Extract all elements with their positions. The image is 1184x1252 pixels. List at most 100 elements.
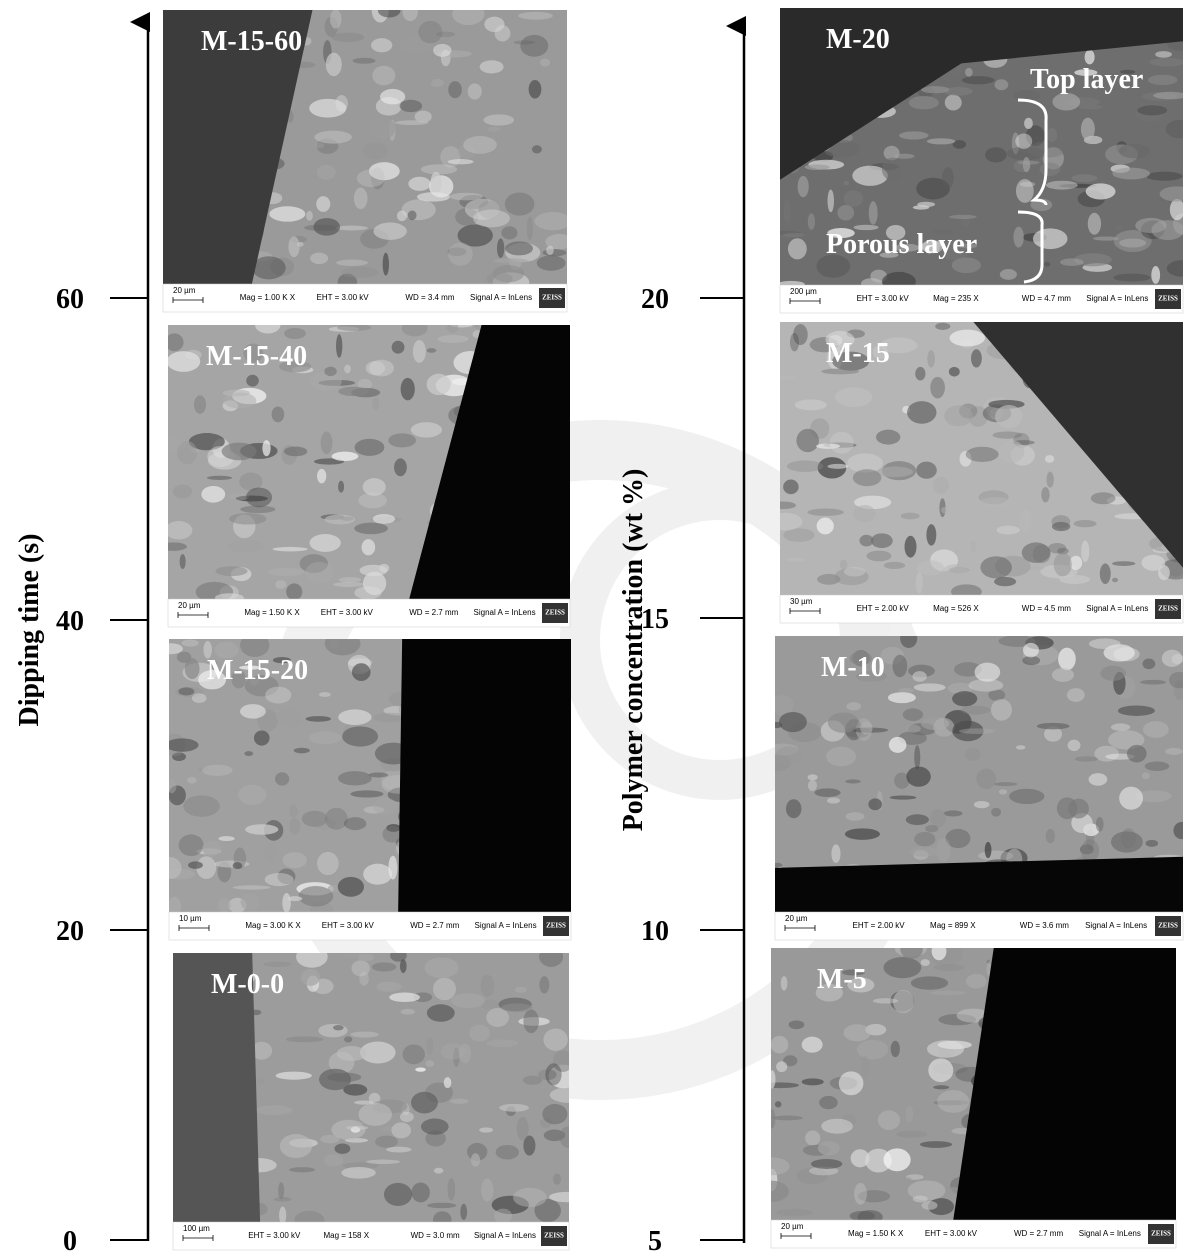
texture xyxy=(344,817,366,830)
texture xyxy=(1016,745,1025,749)
texture xyxy=(366,1160,400,1164)
texture xyxy=(363,142,388,159)
texture xyxy=(388,856,397,880)
texture xyxy=(769,1070,776,1088)
texture xyxy=(336,260,368,266)
texture xyxy=(448,159,474,164)
sem-panel: M-15-4020 µmMag = 1.50 K XEHT = 3.00 kVW… xyxy=(152,317,578,627)
texture xyxy=(808,213,815,230)
panel-label: M-5 xyxy=(817,964,867,995)
texture xyxy=(1000,269,1017,280)
texture xyxy=(1046,128,1057,142)
logo-text: ZEISS xyxy=(545,609,565,617)
texture xyxy=(933,477,949,494)
texture xyxy=(185,658,200,679)
texture xyxy=(768,375,797,380)
texture xyxy=(192,693,207,703)
texture xyxy=(553,1174,561,1185)
texture xyxy=(276,708,303,728)
texture xyxy=(537,255,566,270)
texture xyxy=(515,987,527,993)
texture xyxy=(294,748,310,754)
sem-panel: M-15-2010 µmMag = 3.00 K XEHT = 3.00 kVW… xyxy=(158,631,582,940)
texture xyxy=(783,233,805,237)
texture xyxy=(337,324,371,331)
texture xyxy=(882,158,904,181)
texture xyxy=(342,726,378,746)
texture xyxy=(906,814,929,825)
texture xyxy=(370,117,396,139)
texture xyxy=(389,993,420,1002)
texture xyxy=(932,942,947,960)
texture xyxy=(1151,266,1160,284)
texture xyxy=(1121,828,1136,848)
texture xyxy=(418,21,442,44)
texture xyxy=(819,1096,838,1109)
texture xyxy=(781,976,788,990)
texture xyxy=(183,795,220,816)
texture xyxy=(289,805,298,818)
texture xyxy=(1060,258,1084,266)
texture xyxy=(853,505,876,522)
texture xyxy=(907,401,936,424)
texture xyxy=(1046,181,1078,190)
texture xyxy=(949,215,977,219)
texture xyxy=(816,443,840,448)
texture xyxy=(309,731,342,744)
texture xyxy=(1155,51,1172,58)
texture xyxy=(362,539,376,555)
texture xyxy=(876,430,900,445)
texture xyxy=(262,440,270,456)
texture xyxy=(372,66,395,86)
texture xyxy=(546,246,554,255)
texture xyxy=(313,218,340,236)
texture xyxy=(921,86,949,93)
texture xyxy=(966,447,999,462)
texture xyxy=(860,721,872,734)
texture xyxy=(1146,172,1182,181)
texture xyxy=(1113,647,1139,661)
texture xyxy=(344,365,351,374)
texture xyxy=(1046,829,1055,843)
texture xyxy=(1023,157,1030,172)
logo-text: ZEISS xyxy=(1158,922,1178,930)
texture xyxy=(976,769,996,790)
texture xyxy=(995,79,1009,90)
info-text: EHT = 3.00 kV xyxy=(857,294,910,303)
texture xyxy=(269,206,305,221)
texture xyxy=(438,335,469,343)
info-text: Signal A = InLens xyxy=(1086,294,1148,303)
texture xyxy=(202,840,221,856)
scale-text: 20 µm xyxy=(173,286,196,295)
texture xyxy=(1046,472,1053,488)
texture xyxy=(821,1119,853,1134)
texture xyxy=(302,811,328,827)
texture xyxy=(388,433,416,447)
texture xyxy=(894,154,915,159)
texture xyxy=(811,1159,842,1169)
info-text: Signal A = InLens xyxy=(1085,921,1147,930)
texture xyxy=(853,469,881,486)
texture xyxy=(275,580,286,589)
texture xyxy=(527,216,533,240)
texture xyxy=(922,1201,938,1210)
texture xyxy=(802,1078,824,1085)
texture xyxy=(545,1063,561,1085)
texture xyxy=(861,1056,869,1079)
texture xyxy=(158,643,183,654)
info-text: Mag = 158 X xyxy=(323,1231,369,1240)
texture xyxy=(1067,688,1085,702)
texture xyxy=(913,1195,928,1202)
texture xyxy=(912,671,926,682)
sem-image: M-10 xyxy=(760,629,1184,920)
texture xyxy=(499,1104,529,1112)
texture xyxy=(341,1167,375,1179)
texture xyxy=(979,497,1012,507)
texture xyxy=(314,131,352,144)
texture xyxy=(1009,789,1044,804)
texture xyxy=(338,709,371,725)
texture xyxy=(854,1183,867,1205)
texture xyxy=(970,540,976,552)
texture xyxy=(808,774,818,780)
info-text: Mag = 1.00 K X xyxy=(240,293,296,302)
